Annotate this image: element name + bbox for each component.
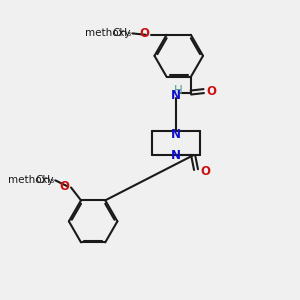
Text: N: N	[171, 149, 181, 162]
Text: N: N	[171, 89, 181, 102]
Text: methoxy: methoxy	[85, 28, 131, 38]
Text: CH₃: CH₃	[112, 28, 132, 38]
Text: methoxy: methoxy	[8, 175, 54, 184]
Text: O: O	[207, 85, 217, 98]
Text: N: N	[171, 128, 181, 141]
Text: O: O	[60, 180, 70, 193]
Text: O: O	[140, 28, 149, 40]
Text: CH₃: CH₃	[35, 175, 55, 184]
Text: O: O	[200, 164, 210, 178]
Text: H: H	[174, 84, 183, 97]
